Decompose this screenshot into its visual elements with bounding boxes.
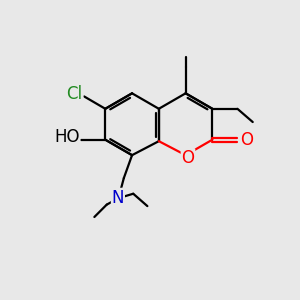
- Text: HO: HO: [54, 128, 80, 146]
- Text: Cl: Cl: [67, 85, 83, 103]
- Text: O: O: [240, 131, 253, 149]
- Text: N: N: [112, 189, 124, 207]
- Text: O: O: [182, 149, 194, 167]
